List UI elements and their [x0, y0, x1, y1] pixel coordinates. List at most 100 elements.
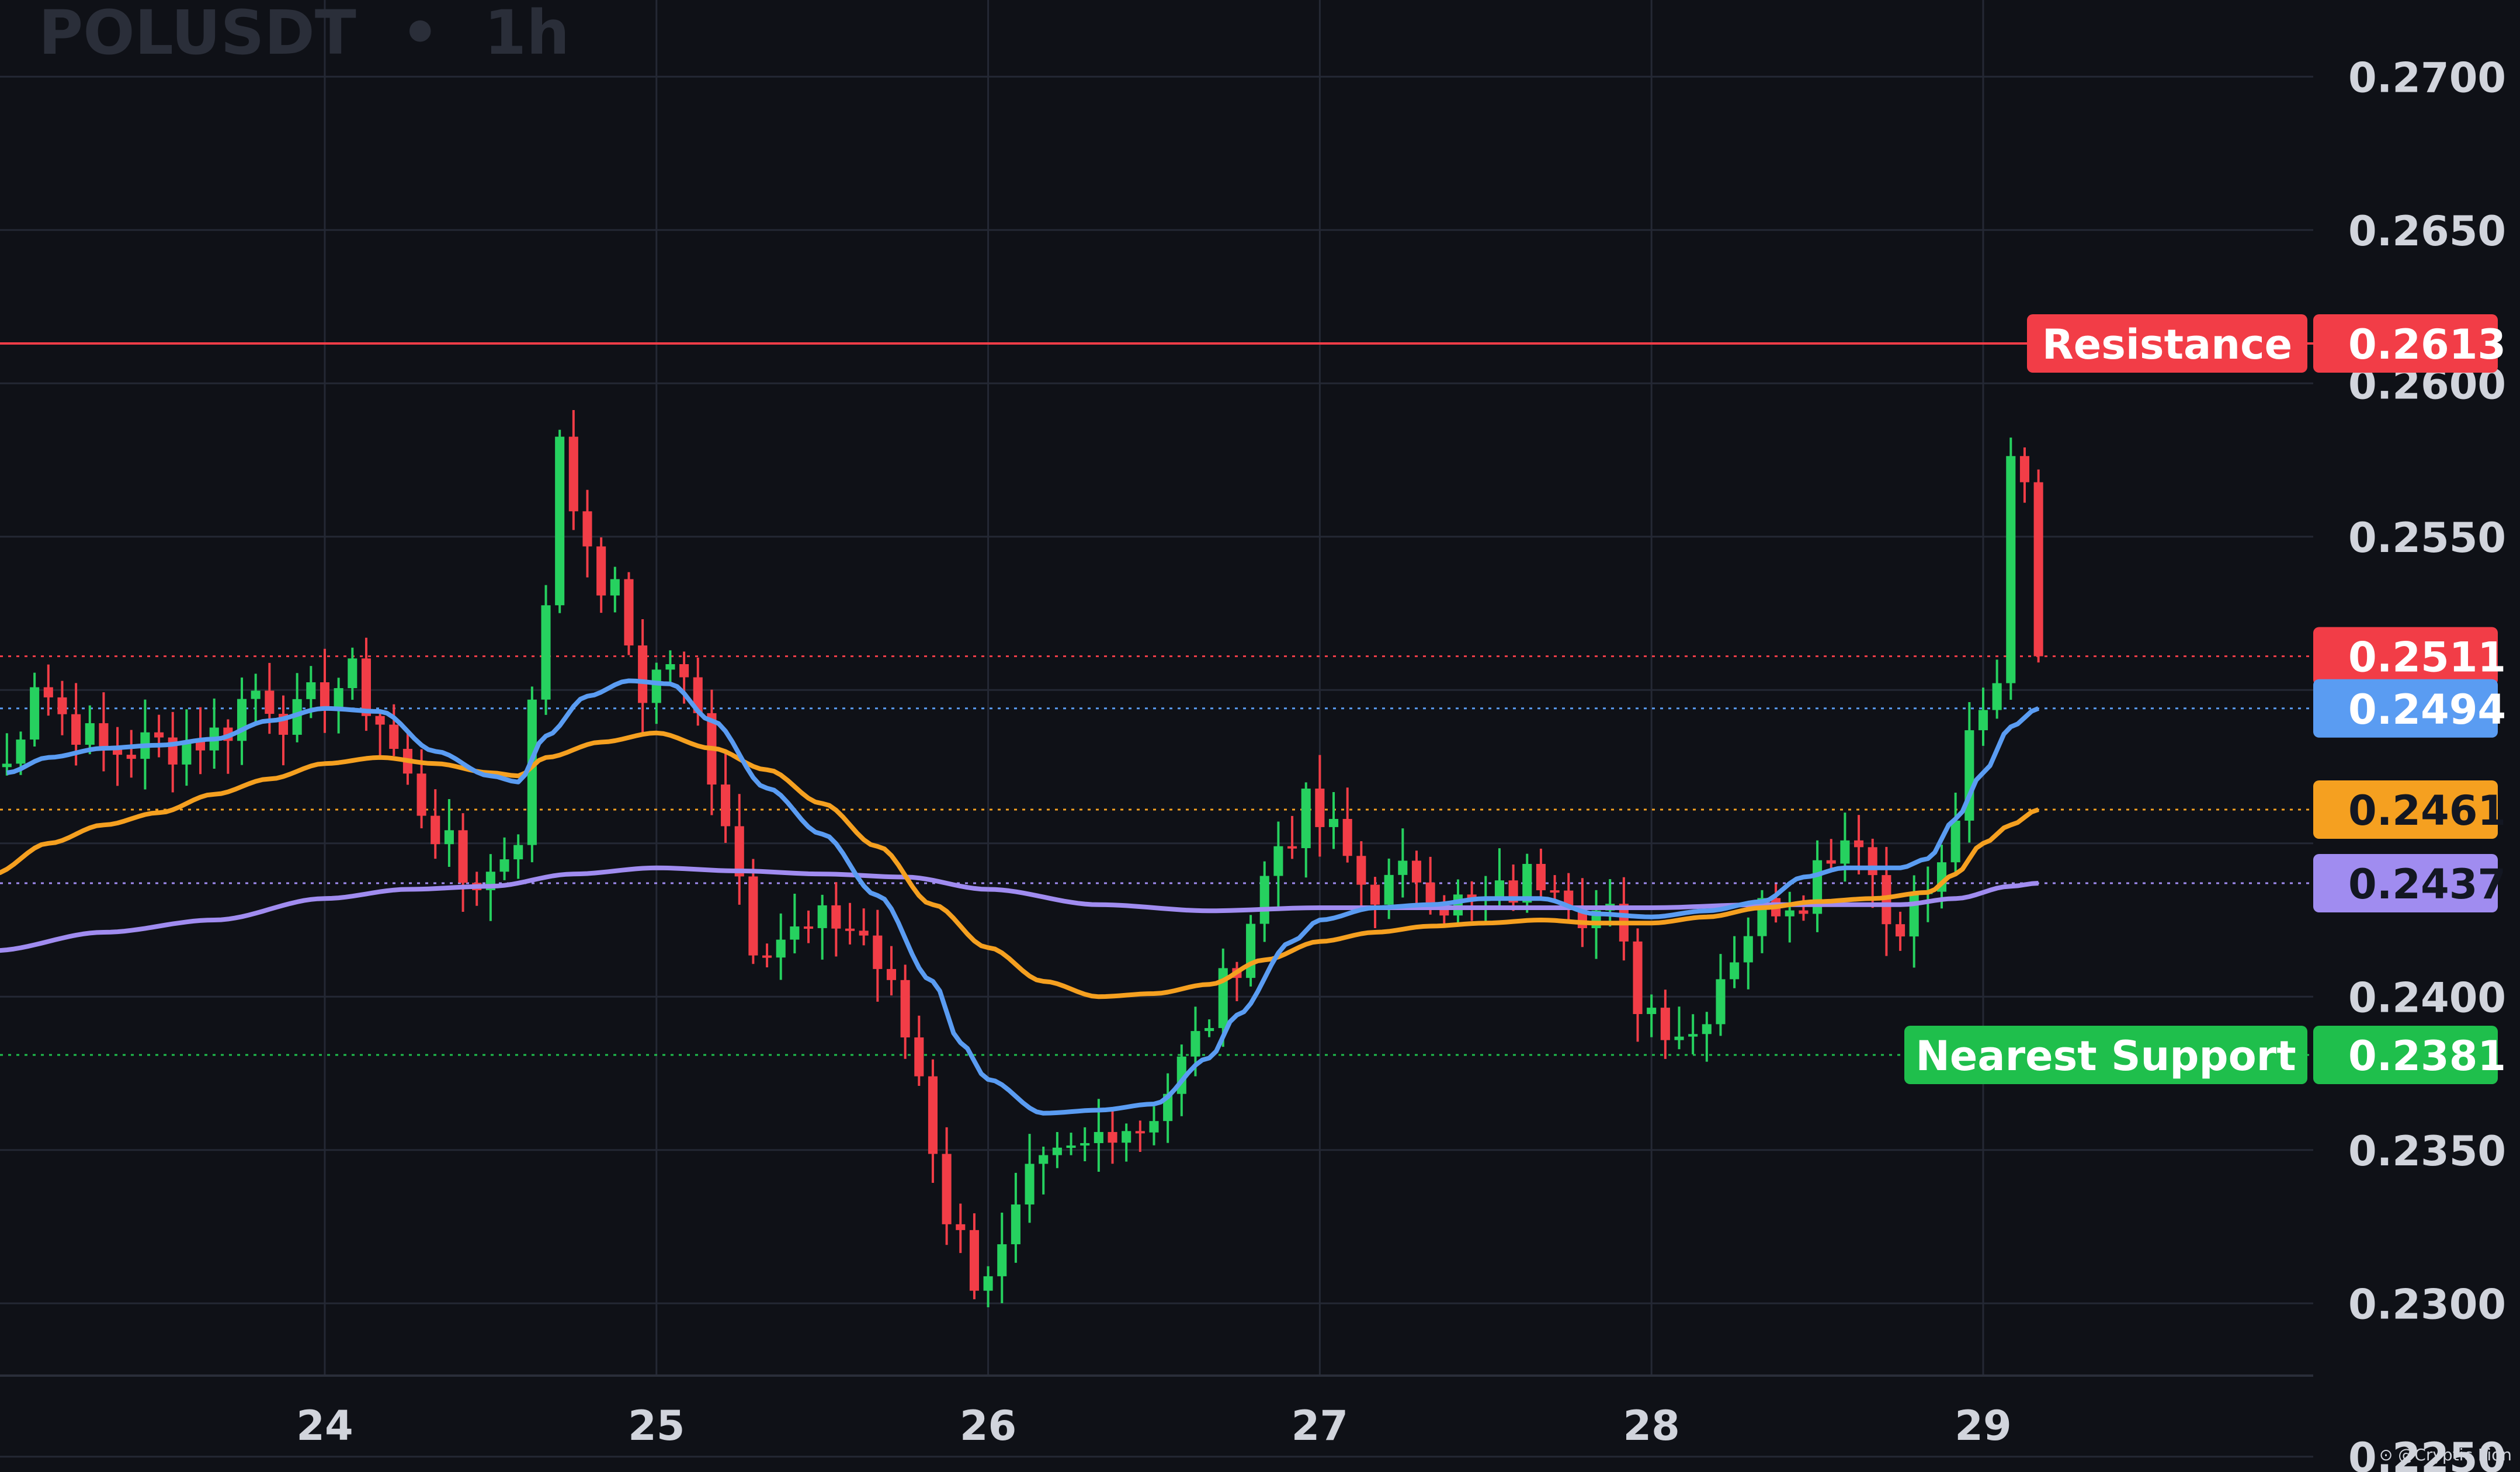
price-badge: [2313, 679, 2498, 738]
price-tick-label: 0.2400: [2348, 974, 2506, 1022]
candle-body: [1896, 924, 1905, 937]
candle-body: [831, 905, 841, 929]
candle-body: [1425, 882, 1435, 908]
candle-body: [817, 905, 827, 928]
candle-body: [624, 579, 634, 645]
time-axis[interactable]: 24 25 26 27 28 29: [296, 1402, 2011, 1450]
candle-body: [776, 939, 786, 958]
price-badge: [2313, 627, 2498, 686]
candle-body: [914, 1037, 924, 1077]
candle-body: [43, 687, 53, 697]
price-tick-label: 0.2650: [2348, 207, 2506, 255]
candle-body: [969, 1230, 979, 1291]
candle-body: [1301, 789, 1311, 848]
candle-body: [1992, 683, 2002, 710]
candle-body: [928, 1076, 938, 1154]
candle-body: [679, 664, 689, 678]
candle-body: [1080, 1143, 1090, 1146]
candle-body: [389, 724, 399, 749]
time-tick-label: 29: [1955, 1402, 2011, 1450]
candle-body: [1066, 1145, 1076, 1148]
svg-text:POLUSDT • 1h: POLUSDT • 1h: [39, 0, 570, 68]
candle-body: [1950, 820, 1960, 863]
candle-body: [1411, 860, 1422, 883]
time-tick-label: 27: [1292, 1402, 1348, 1450]
candle-body: [582, 511, 592, 547]
candle-body: [237, 699, 247, 741]
candle-body: [541, 605, 551, 700]
candle-body: [1259, 876, 1269, 924]
price-badge-value: 0.2381: [2348, 1032, 2506, 1080]
candle-body: [1398, 860, 1408, 875]
candle-body: [762, 955, 772, 958]
level-label-text: Resistance: [2042, 321, 2292, 369]
candle-body: [126, 755, 136, 759]
candle-body: [431, 815, 440, 845]
price-tick-label: 0.2300: [2348, 1280, 2506, 1328]
candle-body: [651, 669, 661, 703]
candle-body: [1909, 892, 1919, 937]
candle-body: [1647, 1008, 1657, 1015]
candle-body: [1978, 710, 1988, 731]
price-axis[interactable]: 0.27000.26500.26000.25500.24000.23500.23…: [2348, 54, 2506, 1472]
candle-body: [375, 716, 385, 725]
moving-averages: [0, 678, 2040, 1116]
interval-label: 1h: [484, 0, 570, 68]
candle-body: [499, 859, 509, 872]
candle-body: [85, 723, 95, 745]
candle-body: [734, 826, 744, 877]
candle-body: [1315, 789, 1325, 827]
candle-body: [983, 1276, 993, 1291]
candle-body: [1868, 847, 1877, 876]
candle-body: [956, 1224, 966, 1230]
candle-body: [1674, 1036, 1684, 1040]
candle-body: [886, 968, 897, 980]
candle-body: [1840, 840, 1850, 864]
time-tick-label: 25: [628, 1402, 685, 1450]
time-tick-label: 28: [1623, 1402, 1679, 1450]
candle-body: [803, 926, 814, 929]
candle-body: [306, 682, 316, 699]
level-label-text: Nearest Support: [1915, 1032, 2296, 1080]
price-tick-label: 0.2350: [2348, 1127, 2506, 1175]
candle-body: [873, 935, 883, 969]
symbol-name: POLUSDT: [39, 0, 356, 68]
candle-body: [1135, 1131, 1145, 1134]
candle-body: [265, 690, 275, 714]
candle-body: [2, 763, 12, 768]
candle-body: [348, 658, 357, 689]
candle-body: [1108, 1131, 1117, 1143]
candle-body: [1190, 1031, 1200, 1057]
price-badge: [2313, 780, 2498, 839]
candle-body: [1011, 1204, 1021, 1245]
candle-body: [1564, 890, 1574, 907]
candle-body: [1094, 1131, 1103, 1143]
candle-body: [196, 740, 206, 751]
candle-body: [1688, 1034, 1698, 1037]
price-tick-label: 0.2550: [2348, 514, 2506, 562]
candle-body: [444, 830, 454, 845]
candle-body: [1453, 894, 1463, 916]
level-label-badge: [2027, 314, 2307, 373]
candle-body: [1370, 884, 1380, 905]
price-tick-label: 0.2250: [2348, 1434, 2506, 1472]
level-label-badge: [1904, 1026, 2307, 1084]
ema-line-mid: [0, 730, 2039, 999]
candle-body: [942, 1154, 952, 1224]
candle-body: [693, 677, 703, 713]
candle-body: [416, 773, 426, 816]
candle-body: [1122, 1131, 1131, 1143]
candle-body: [555, 436, 565, 606]
candle-body: [71, 714, 81, 745]
candle-body: [30, 687, 40, 740]
price-badge-value: 0.2437: [2348, 860, 2506, 908]
candle-body: [1025, 1164, 1035, 1205]
candle-body: [721, 784, 731, 827]
symbol-header: POLUSDT • 1h: [39, 0, 570, 68]
candle-body: [1522, 863, 1532, 903]
candle-body: [16, 740, 26, 764]
price-badge-value: 0.2511: [2348, 634, 2506, 682]
